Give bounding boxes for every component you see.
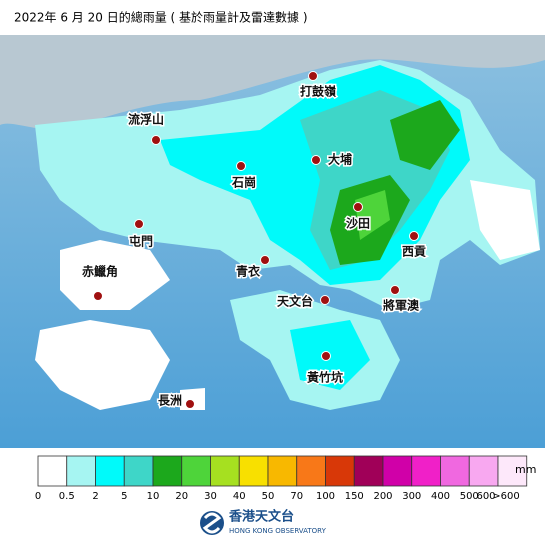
legend-swatch xyxy=(497,455,528,487)
legend: 0 0.5 2 5 10 20 30 40 50 70 100 150 200 300 400 500600>… xyxy=(35,455,528,502)
legend-label: 30 xyxy=(204,491,217,502)
legend-label: 70 xyxy=(290,491,303,502)
legend-swatch xyxy=(440,455,470,487)
station-dot xyxy=(151,135,161,145)
station-dot xyxy=(93,291,103,301)
org-english: HONG KONG OBSERVATORY xyxy=(229,527,327,535)
legend-label: 40 xyxy=(233,491,246,502)
place-label: 赤鱲角 xyxy=(82,264,118,279)
legend-swatch xyxy=(296,455,326,487)
station-dot xyxy=(311,155,321,165)
station-dot xyxy=(134,219,144,229)
place-label: 西貢 xyxy=(402,245,426,259)
place-label: 黃竹坑 xyxy=(306,370,343,385)
legend-swatch xyxy=(238,455,269,487)
legend-label: 100 xyxy=(316,491,335,502)
place-label: 屯門 xyxy=(129,234,153,249)
legend-label: 150 xyxy=(345,491,364,502)
legend-swatch xyxy=(468,455,499,487)
org-chinese: 香港天文台 xyxy=(228,509,294,525)
legend-swatch xyxy=(325,455,355,487)
legend-label: 500 xyxy=(460,491,479,502)
station-dot xyxy=(185,399,195,409)
legend-label: 20 xyxy=(175,491,188,502)
legend-swatch xyxy=(152,455,183,487)
station-dot xyxy=(353,202,363,212)
legend-unit: mm xyxy=(515,463,536,476)
station-dot xyxy=(236,161,246,171)
legend-label: 600 xyxy=(476,491,495,502)
title: 2022年 6 月 20 日的總雨量 ( 基於雨量計及雷達數據 ) xyxy=(14,10,308,25)
legend-swatch xyxy=(181,455,211,487)
place-label: 青衣 xyxy=(236,264,260,279)
legend-label: 400 xyxy=(431,491,450,502)
legend-swatch xyxy=(37,455,68,487)
place-label: 大埔 xyxy=(328,152,352,167)
legend-label: 2 xyxy=(92,491,98,502)
place-label: 天文台 xyxy=(277,294,313,309)
legend-label: 200 xyxy=(373,491,392,502)
legend-swatch xyxy=(353,455,384,487)
legend-label: 50 xyxy=(262,491,275,502)
logo: 香港天文台 HONG KONG OBSERVATORY xyxy=(200,509,327,535)
place-label: 流浮山 xyxy=(128,112,164,127)
place-label: 長洲 xyxy=(158,393,182,408)
legend-swatch xyxy=(382,455,413,487)
legend-label: >600 xyxy=(492,491,519,502)
station-dot xyxy=(320,295,330,305)
station-dot xyxy=(321,351,331,361)
station-dot xyxy=(409,231,419,241)
legend-label: 0.5 xyxy=(59,491,75,502)
station-dot xyxy=(308,71,318,81)
station-dot xyxy=(390,285,400,295)
place-label: 沙田 xyxy=(346,217,370,231)
place-label: 將軍澳 xyxy=(383,298,420,313)
legend-label: 0 xyxy=(35,491,41,502)
legend-swatch xyxy=(66,455,96,487)
station-dot xyxy=(260,255,270,265)
legend-swatch xyxy=(123,455,154,487)
place-label: 打鼓嶺 xyxy=(300,84,337,99)
legend-label: 300 xyxy=(402,491,421,502)
map xyxy=(0,35,545,448)
legend-swatch xyxy=(267,455,298,487)
place-label: 石崗 xyxy=(231,175,256,190)
legend-swatch xyxy=(411,455,441,487)
legend-label: 5 xyxy=(121,491,127,502)
legend-label: 10 xyxy=(147,491,160,502)
legend-swatch xyxy=(95,455,125,487)
legend-swatch xyxy=(210,455,240,487)
